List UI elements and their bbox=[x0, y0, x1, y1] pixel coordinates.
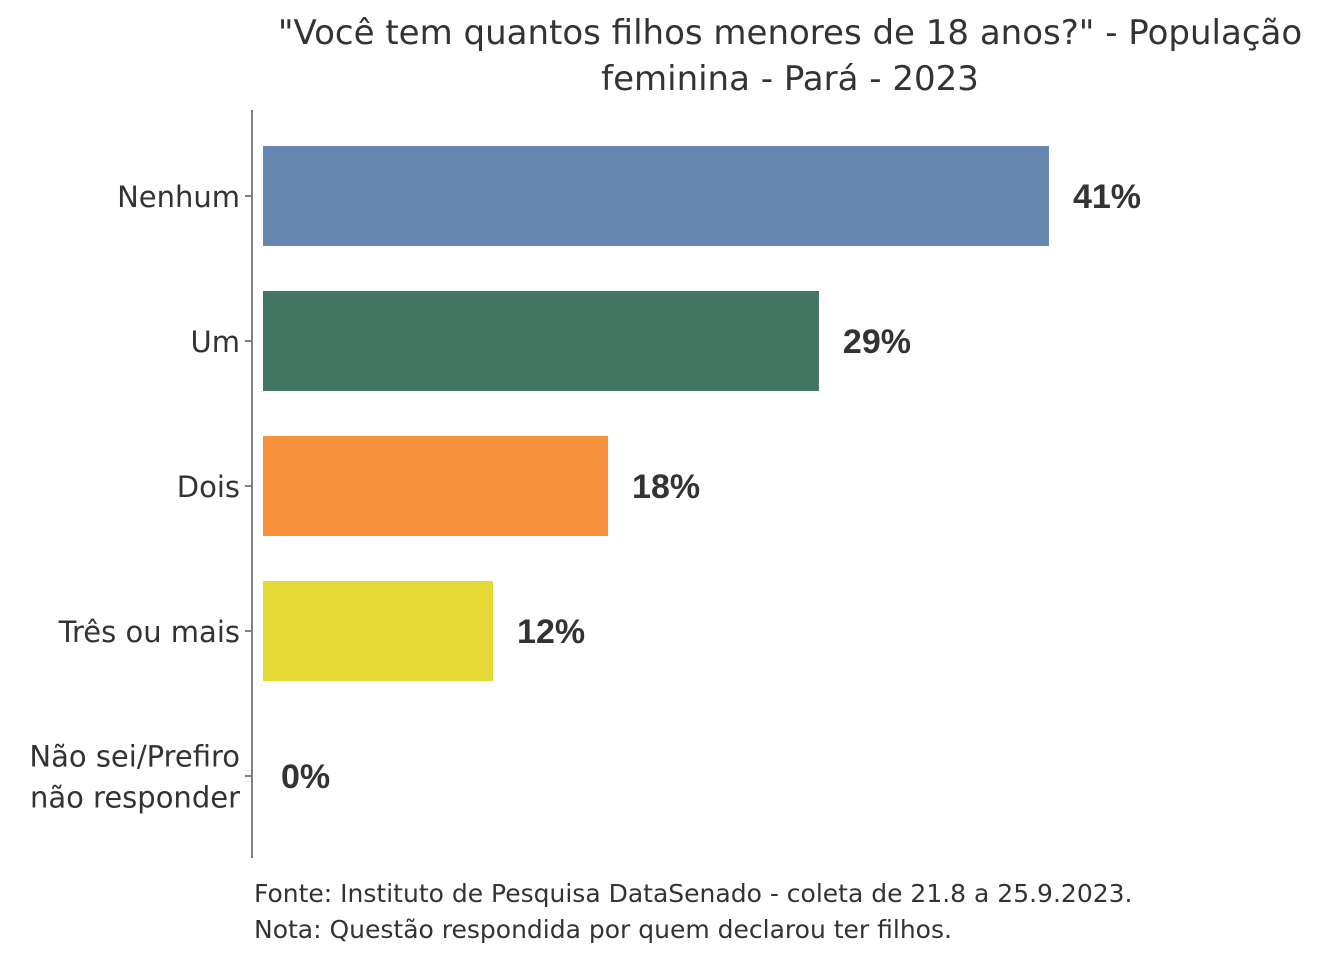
data-label: 18% bbox=[632, 468, 700, 506]
bars-group: Nenhum 41% Um 29% Dois 18% Três ou mais 12% Não … bbox=[29, 146, 1141, 815]
category-label: Dois bbox=[177, 470, 240, 504]
category-label: Três ou mais bbox=[58, 615, 240, 649]
category-label: Nenhum bbox=[117, 180, 240, 214]
chart-title-line-2: feminina - Pará - 2023 bbox=[601, 59, 979, 99]
data-label: 29% bbox=[843, 323, 911, 361]
footnote: Nota: Questão respondida por quem declar… bbox=[254, 915, 952, 944]
bar bbox=[263, 436, 609, 536]
bar bbox=[263, 146, 1049, 246]
source-note: Fonte: Instituto de Pesquisa DataSenado … bbox=[254, 879, 1133, 908]
category-label: Não sei/Prefiro não responder bbox=[29, 740, 240, 815]
data-label: 41% bbox=[1073, 178, 1141, 216]
chart-footer: Fonte: Instituto de Pesquisa DataSenado … bbox=[254, 876, 1132, 948]
data-label: 12% bbox=[517, 613, 585, 651]
chart-title-line-1: "Você tem quantos filhos menores de 18 a… bbox=[277, 13, 1303, 53]
bar bbox=[263, 291, 819, 391]
data-label: 0% bbox=[281, 758, 330, 796]
chart-title: "Você tem quantos filhos menores de 18 a… bbox=[240, 10, 1340, 102]
bar bbox=[263, 581, 494, 681]
category-label: Um bbox=[191, 325, 240, 359]
